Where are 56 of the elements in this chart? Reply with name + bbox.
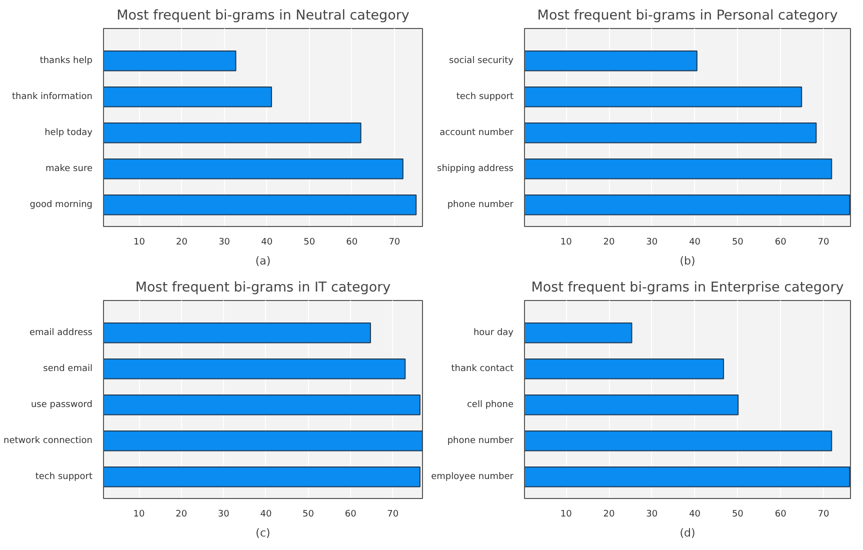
x-tick-label: 20 [603, 238, 616, 248]
x-tick-label: 60 [346, 238, 358, 248]
text: (d) [680, 526, 696, 540]
y-tick-label: phone number [447, 200, 514, 210]
x-tick-label: 20 [603, 510, 616, 520]
chart-title: Most frequent bi-grams in Enterprise category [531, 280, 844, 296]
y-tick-label: tech support [35, 472, 93, 482]
x-tick-label: 40 [261, 238, 273, 248]
y-tick-label: social security [449, 56, 514, 66]
y-tick-label: shipping address [437, 164, 514, 174]
y-tick-label: make sure [45, 164, 93, 174]
x-tick-label: 40 [689, 510, 701, 520]
text: (c) [256, 526, 270, 540]
y-tick-label: good morning [30, 200, 93, 210]
x-tick-label: 60 [774, 238, 787, 248]
x-tick-label: 50 [732, 238, 744, 248]
y-tick-label: cell phone [466, 400, 514, 410]
x-tick-label: 70 [818, 238, 830, 248]
x-tick-label: 10 [134, 238, 146, 248]
y-tick-label: thank information [12, 92, 92, 102]
y-tick-label: email address [29, 328, 93, 338]
x-tick-label: 30 [218, 238, 230, 248]
x-tick-label: 10 [133, 510, 146, 520]
y-tick-label: employee number [431, 472, 514, 482]
text: (a) [255, 254, 271, 268]
y-tick-label: send email [43, 364, 93, 374]
x-tick-label: 60 [344, 510, 357, 520]
x-tick-label: 30 [646, 510, 658, 520]
x-tick-label: 10 [560, 510, 572, 520]
x-tick-label: 30 [646, 238, 658, 248]
x-tick-label: 70 [388, 238, 400, 248]
x-tick-label: 50 [302, 510, 314, 520]
y-tick-label: hour day [473, 328, 514, 338]
x-tick-label: 50 [304, 238, 316, 248]
y-tick-label: account number [440, 128, 514, 138]
x-tick-label: 20 [176, 238, 188, 248]
chart-title: Most frequent bi-grams in Neutral category [116, 8, 410, 24]
x-tick-label: 40 [689, 238, 701, 248]
x-tick-label: 60 [774, 510, 787, 520]
x-tick-label: 40 [260, 510, 272, 520]
y-tick-label: phone number [447, 436, 514, 446]
x-tick-label: 50 [732, 510, 744, 520]
y-tick-label: thank contact [451, 364, 514, 374]
text: (b) [680, 254, 696, 268]
y-tick-label: thanks help [40, 56, 93, 66]
y-tick-label: tech support [456, 92, 514, 102]
x-tick-label: 10 [560, 238, 572, 248]
chart-title: Most frequent bi-grams in Personal category [537, 8, 838, 24]
x-tick-label: 70 [818, 510, 830, 520]
y-tick-label: help today [44, 128, 94, 138]
chart-title: Most frequent bi-grams in IT category [135, 280, 391, 296]
y-tick-label: network connection [4, 436, 92, 446]
x-tick-label: 20 [176, 510, 188, 520]
x-tick-label: 70 [387, 510, 399, 520]
y-tick-label: use password [30, 400, 93, 410]
x-tick-label: 30 [218, 510, 230, 520]
